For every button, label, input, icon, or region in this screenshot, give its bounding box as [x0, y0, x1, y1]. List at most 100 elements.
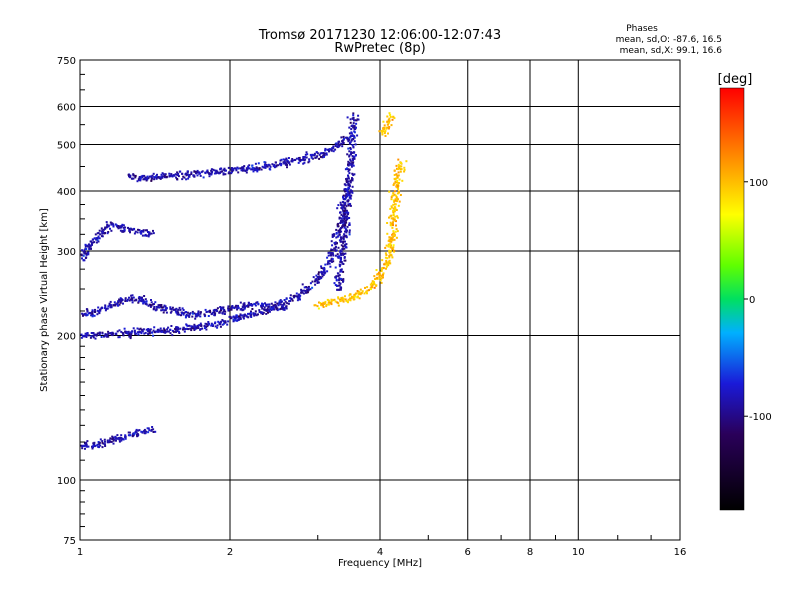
data-point	[148, 328, 151, 331]
data-point	[353, 294, 356, 297]
data-point	[216, 324, 219, 327]
data-point	[159, 176, 162, 179]
data-point	[102, 230, 104, 233]
data-point	[384, 246, 387, 249]
data-point	[389, 114, 392, 116]
data-point	[137, 333, 140, 336]
data-point	[109, 221, 112, 224]
data-point	[340, 244, 343, 247]
data-point	[222, 310, 225, 313]
data-point	[230, 307, 232, 310]
data-point	[103, 438, 106, 441]
data-point	[340, 236, 343, 239]
data-point	[223, 169, 226, 172]
data-point	[341, 248, 344, 251]
data-point	[132, 177, 135, 180]
data-point	[97, 240, 100, 243]
data-point	[340, 136, 343, 139]
data-point	[139, 299, 142, 302]
data-point	[208, 172, 211, 175]
data-point	[92, 335, 95, 338]
data-point	[238, 315, 240, 318]
data-point	[128, 227, 131, 230]
data-point	[314, 280, 316, 283]
data-point	[231, 169, 234, 172]
data-point	[348, 217, 351, 219]
data-point	[220, 320, 222, 323]
data-point	[175, 307, 178, 310]
data-point	[379, 274, 382, 277]
data-point	[137, 297, 140, 300]
data-point	[189, 327, 192, 330]
data-point	[86, 245, 89, 248]
data-point	[183, 330, 186, 333]
data-point	[384, 129, 387, 132]
data-point	[266, 303, 269, 306]
data-point	[342, 278, 345, 281]
data-point	[341, 297, 344, 300]
data-point	[347, 204, 350, 207]
data-point	[351, 178, 353, 181]
data-point	[309, 282, 312, 285]
data-point	[117, 437, 120, 439]
data-point	[346, 194, 349, 197]
data-point	[106, 441, 109, 444]
data-point	[294, 159, 296, 161]
data-point	[275, 161, 277, 164]
data-point	[306, 153, 309, 156]
data-point	[265, 309, 268, 312]
data-point	[204, 327, 206, 330]
data-point	[182, 312, 185, 315]
data-point	[383, 124, 386, 127]
data-point	[101, 331, 104, 334]
data-point	[338, 265, 341, 268]
data-point	[364, 286, 366, 289]
data-point	[348, 231, 351, 234]
data-point	[117, 304, 120, 307]
data-point	[87, 445, 90, 448]
data-point	[276, 302, 279, 305]
data-point	[284, 306, 287, 309]
data-point	[279, 162, 282, 165]
data-point	[303, 286, 306, 289]
data-point	[216, 310, 218, 313]
data-point	[391, 226, 394, 229]
data-point	[247, 301, 250, 304]
data-point	[163, 330, 166, 333]
data-point	[95, 241, 98, 244]
data-point	[165, 311, 168, 314]
data-point	[98, 237, 101, 240]
data-point	[304, 291, 307, 294]
data-point	[382, 272, 385, 275]
data-point	[84, 442, 86, 445]
data-point	[348, 126, 351, 129]
data-point	[93, 333, 96, 336]
data-point	[168, 175, 171, 178]
x-axis-ticks: 1 2 4 6 8 10 16	[77, 535, 686, 558]
data-point	[302, 292, 305, 295]
data-point	[390, 124, 393, 127]
data-point	[283, 158, 286, 161]
data-point	[342, 237, 345, 240]
data-point	[342, 279, 345, 282]
data-point	[86, 445, 89, 448]
data-point	[187, 177, 190, 180]
data-point	[142, 301, 145, 304]
data-point	[168, 172, 171, 175]
data-point	[325, 152, 328, 155]
data-point	[395, 177, 397, 180]
data-point	[343, 247, 346, 250]
data-point	[386, 115, 389, 118]
data-point	[218, 311, 221, 314]
data-point	[350, 152, 353, 154]
data-point	[386, 123, 389, 126]
data-point	[181, 312, 183, 315]
data-point	[352, 122, 355, 125]
data-point	[211, 171, 213, 173]
data-point	[394, 181, 397, 184]
data-point	[293, 296, 295, 299]
data-point	[339, 249, 342, 252]
data-point	[91, 312, 94, 315]
x-tick-label: 4	[377, 547, 383, 558]
data-point	[80, 336, 83, 339]
